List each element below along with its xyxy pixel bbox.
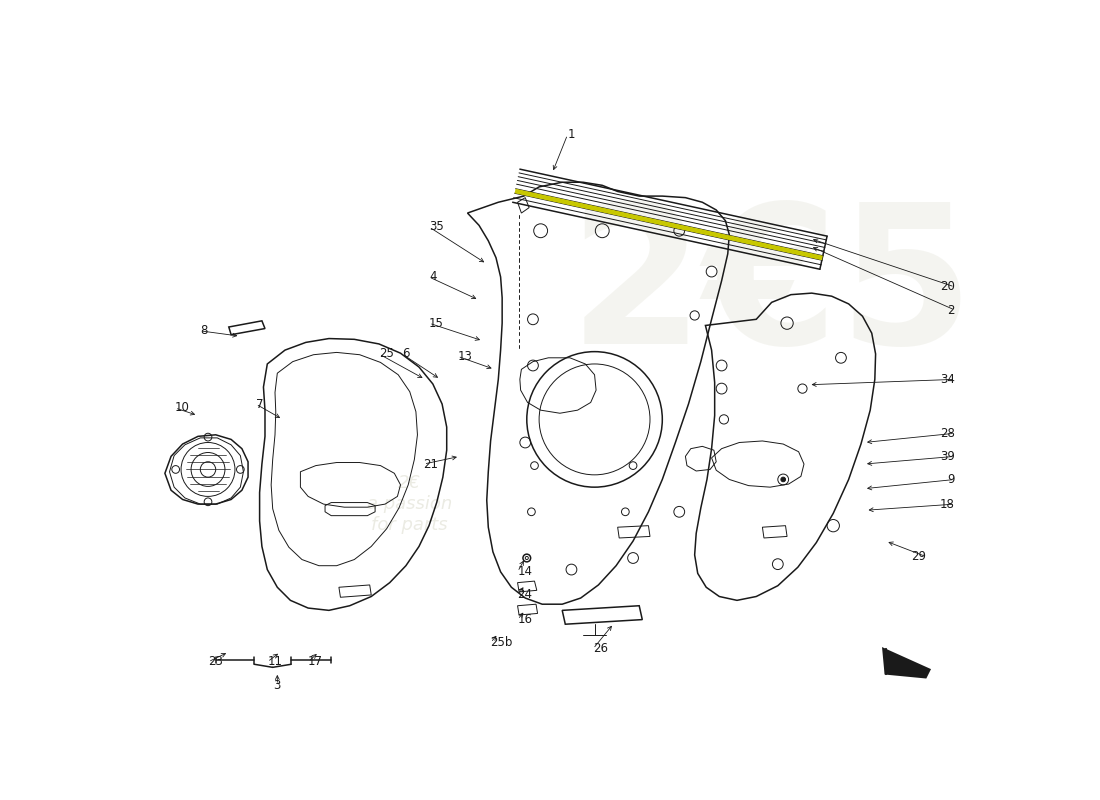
Text: 2: 2: [947, 303, 955, 317]
Text: 39: 39: [940, 450, 955, 463]
Text: 2€5: 2€5: [569, 196, 975, 384]
Text: 15: 15: [429, 317, 444, 330]
Text: 34: 34: [940, 373, 955, 386]
Text: 24: 24: [517, 589, 532, 602]
Text: 23: 23: [208, 655, 223, 669]
Text: 7: 7: [255, 398, 263, 410]
Text: 16: 16: [517, 613, 532, 626]
Text: 10: 10: [175, 402, 190, 414]
Text: 28: 28: [940, 426, 955, 440]
Text: 29: 29: [911, 550, 926, 563]
Text: 18: 18: [940, 498, 955, 510]
Text: 2€
a passion
for parts: 2€ a passion for parts: [367, 474, 452, 534]
Text: 26: 26: [593, 642, 608, 655]
Text: 8: 8: [200, 324, 208, 338]
Text: 25: 25: [378, 347, 394, 361]
Text: 20: 20: [940, 281, 955, 294]
Text: 35: 35: [429, 220, 443, 234]
Text: 14: 14: [517, 566, 532, 578]
Text: 21: 21: [424, 458, 439, 470]
Text: 6: 6: [403, 347, 409, 361]
Text: 25b: 25b: [491, 636, 513, 650]
Text: 3: 3: [274, 678, 280, 691]
Text: 9: 9: [947, 473, 955, 486]
Text: 11: 11: [267, 655, 283, 669]
Text: 1: 1: [568, 128, 575, 141]
Text: 17: 17: [308, 655, 323, 669]
Circle shape: [781, 477, 785, 482]
Text: 13: 13: [458, 350, 472, 362]
Polygon shape: [515, 189, 823, 260]
Polygon shape: [883, 649, 930, 678]
Text: 4: 4: [429, 270, 437, 283]
